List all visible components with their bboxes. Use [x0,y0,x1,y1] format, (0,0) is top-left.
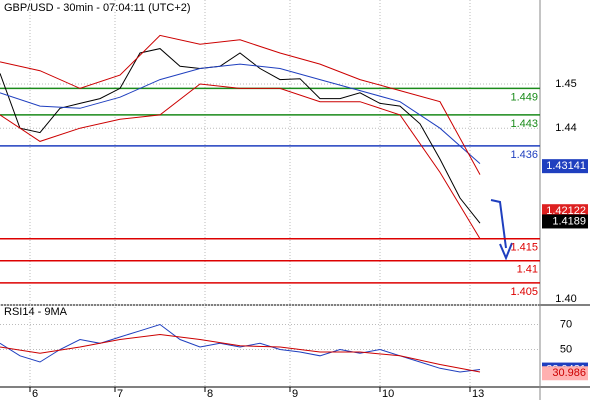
level-label: 1.405 [510,286,538,298]
value-box-label: 1.43141 [546,160,586,172]
series-line [0,333,481,373]
value-box [542,366,588,381]
panel-title: RSI14 - 9MA [4,306,68,318]
series-line [0,48,481,224]
level-label: 1.415 [510,242,538,254]
x-tick-label: 7 [117,388,123,400]
value-box-label: 30.986 [552,367,586,379]
x-tick-label: 10 [382,388,394,400]
series-line [0,63,481,164]
y-tick-label: 1.44 [555,122,576,134]
y-tick-label: 1.40 [555,293,576,305]
value-box-label: 1.4189 [552,215,586,227]
series-line [0,34,481,175]
x-tick-label: 6 [32,388,38,400]
y-tick-label: 70 [560,318,572,330]
level-label: 1.449 [510,91,538,103]
value-box [542,214,588,229]
arrow [490,199,513,261]
y-tick-label: 50 [560,343,572,355]
x-tick-label: 8 [207,388,213,400]
level-label: 1.436 [510,149,538,161]
level-label: 1.443 [510,118,538,130]
value-box [542,159,588,174]
x-tick-label: 13 [472,388,484,400]
y-tick-label: 1.45 [555,78,576,90]
x-tick-label: 9 [292,388,298,400]
chart-title: GBP/USD - 30min - 07:04:11 (UTC+2) [4,2,191,14]
level-label: 1.41 [517,264,538,276]
series-line [0,83,481,239]
value-box-label: 1.42122 [546,205,586,217]
